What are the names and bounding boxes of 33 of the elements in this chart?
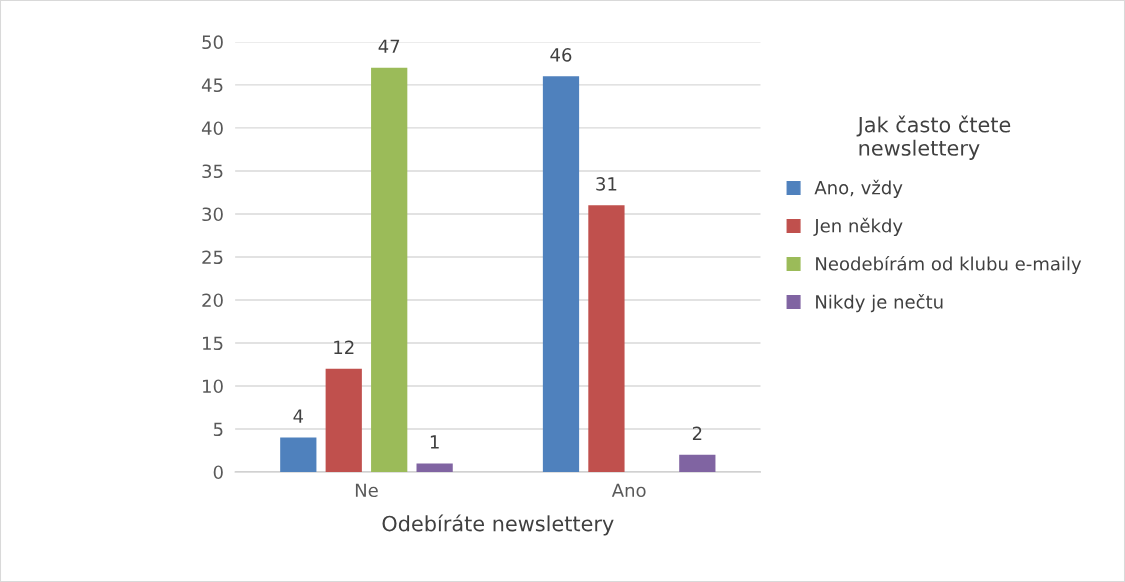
bar: [325, 368, 362, 472]
y-tick-label: 0: [213, 465, 223, 480]
y-tick-label: 25: [202, 250, 223, 265]
bar: [280, 437, 317, 472]
x-axis-title: Odebíráte newslettery: [382, 514, 614, 536]
x-tick-label: Ne: [355, 483, 378, 498]
legend-label: Nikdy je nečtu: [816, 293, 943, 313]
y-tick-label: 50: [202, 35, 223, 50]
y-tick-label: 30: [202, 207, 223, 222]
data-label: 31: [596, 177, 617, 191]
y-tick-label: 20: [202, 293, 223, 308]
data-label: 2: [692, 426, 702, 440]
bar: [416, 463, 453, 472]
bar: [679, 454, 716, 472]
y-tick-label: 35: [202, 164, 223, 179]
y-tick-label: 15: [203, 336, 223, 351]
data-label: 47: [378, 39, 400, 53]
legend-title: Jak často čtete newslettery: [856, 115, 1011, 160]
y-tick-label: 5: [213, 422, 223, 437]
y-tick-label: 10: [203, 379, 223, 394]
data-label: 46: [550, 48, 572, 62]
data-label: 12: [334, 340, 354, 354]
y-tick-label: 40: [201, 121, 223, 136]
legend-label: Jen někdy: [813, 217, 903, 237]
x-tick-label: Ano: [611, 483, 646, 498]
legend-label: Ano, vždy: [814, 179, 903, 198]
bar: [542, 76, 580, 472]
legend-label: Neodebírám od klubu e-maily: [816, 255, 1082, 275]
data-label: 1: [430, 435, 439, 449]
y-tick-label: 45: [201, 78, 223, 93]
bar: [371, 67, 408, 472]
bar: [588, 205, 625, 472]
data-label: 4: [293, 409, 304, 423]
